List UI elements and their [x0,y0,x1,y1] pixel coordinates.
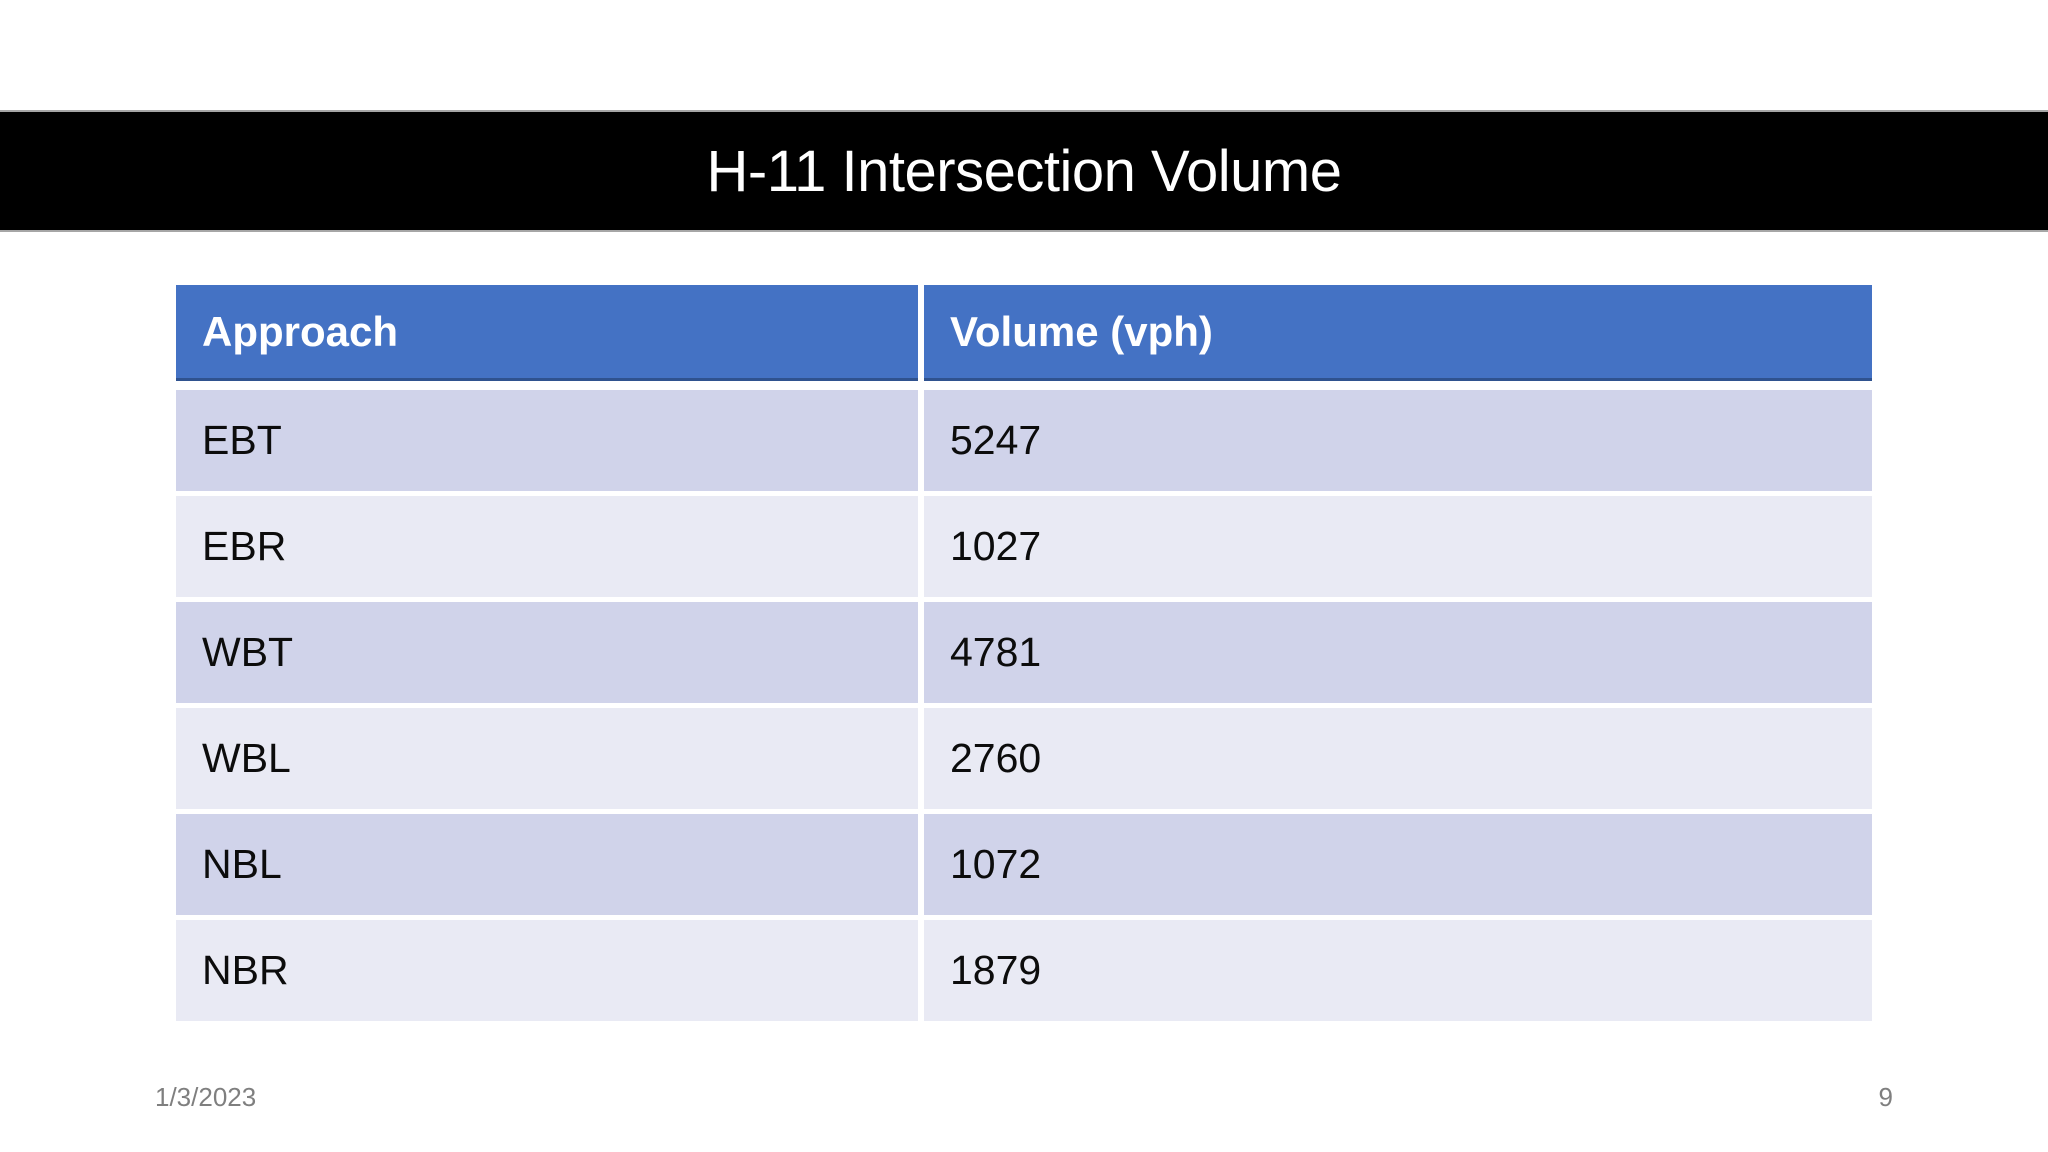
volume-cell: 2760 [924,708,1872,809]
table-row: EBR 1027 [176,496,1872,597]
approach-cell: EBT [176,390,918,491]
table-row: NBR 1879 [176,920,1872,1021]
approach-cell: EBR [176,496,918,597]
volume-cell: 1027 [924,496,1872,597]
table-row: NBL 1072 [176,814,1872,915]
footer-date: 1/3/2023 [155,1082,257,1112]
approach-cell: WBT [176,602,918,703]
approach-cell: NBL [176,814,918,915]
table-row: WBT 4781 [176,602,1872,703]
table-header-row: Approach Volume (vph) [176,285,1872,381]
volume-column-header: Volume (vph) [924,285,1872,381]
approach-cell: NBR [176,920,918,1021]
table-row: EBT 5247 [176,390,1872,491]
approach-cell: WBL [176,708,918,809]
table-row: WBL 2760 [176,708,1872,809]
volume-cell: 1879 [924,920,1872,1021]
approach-column-header: Approach [176,285,918,381]
intersection-volume-table: Approach Volume (vph) EBT 5247 EBR 1027 … [176,285,1872,1026]
volume-cell: 4781 [924,602,1872,703]
volume-cell: 5247 [924,390,1872,491]
volume-cell: 1072 [924,814,1872,915]
title-banner: H-11 Intersection Volume [0,110,2048,232]
page-number: 9 [1878,1082,1893,1112]
slide-title: H-11 Intersection Volume [706,138,1342,204]
